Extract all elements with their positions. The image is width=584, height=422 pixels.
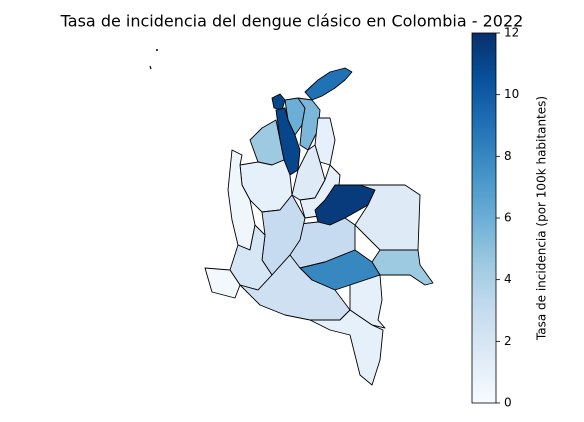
- colorbar-tick-label: 8: [504, 149, 512, 163]
- region: [271, 93, 286, 111]
- colorbar-tick-label: 12: [504, 26, 519, 40]
- region: [239, 254, 351, 321]
- region: [304, 67, 353, 101]
- colorbar-tick-label: 2: [504, 334, 512, 348]
- region: [371, 249, 434, 286]
- colorbar-label: Tasa de incidencia (por 100k habitantes): [535, 96, 549, 341]
- island: [149, 65, 152, 70]
- island: [156, 49, 158, 51]
- region: [204, 267, 241, 299]
- colorbar-tick-label: 6: [504, 211, 512, 225]
- colorbar-tick-label: 10: [504, 87, 519, 101]
- region: [309, 309, 384, 386]
- colorbar: [471, 32, 497, 404]
- colorbar-tick-label: 0: [504, 396, 512, 410]
- map-title: Tasa de incidencia del dengue clásico en…: [60, 12, 524, 31]
- colorbar-tick-label: 4: [504, 272, 512, 286]
